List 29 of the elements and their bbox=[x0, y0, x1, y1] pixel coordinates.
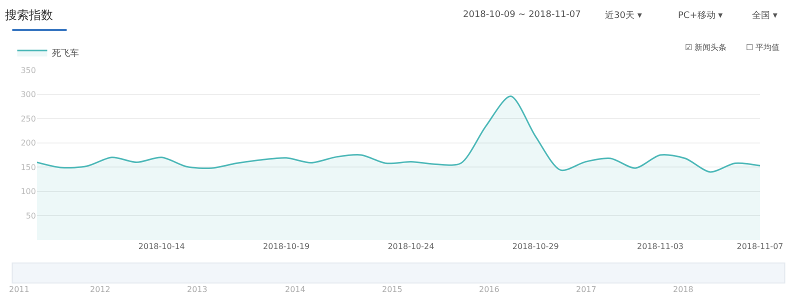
text: 2016 bbox=[479, 285, 500, 294]
text: 近30天 ▾ bbox=[605, 10, 642, 21]
text: PC+移动 ▾ bbox=[678, 10, 724, 21]
text: 2018-10-09 ~ 2018-11-07 bbox=[463, 10, 581, 20]
text: 2013 bbox=[187, 285, 208, 294]
y-tick-label: 100 bbox=[20, 187, 36, 196]
x-tick-label: 2018-10-29 bbox=[512, 242, 559, 251]
legend-label: 死飞车 bbox=[52, 48, 80, 60]
text: 2012 bbox=[90, 285, 110, 294]
y-tick-label: 350 bbox=[20, 66, 36, 75]
text: 2017 bbox=[576, 285, 596, 294]
x-tick-label: 2018-11-03 bbox=[637, 242, 684, 251]
x-tick-label: 2018-11-07 bbox=[736, 242, 784, 251]
y-tick-label: 200 bbox=[20, 138, 36, 148]
y-tick-label: 150 bbox=[20, 162, 36, 172]
chart-title: 搜索指数 bbox=[5, 8, 53, 22]
text: 全国 ▾ bbox=[752, 10, 778, 21]
x-tick-label: 2018-10-19 bbox=[263, 242, 310, 251]
text: 2014 bbox=[285, 285, 306, 294]
y-tick-label: 300 bbox=[20, 90, 36, 100]
text: 2018 bbox=[673, 285, 694, 294]
x-tick-label: 2018-10-14 bbox=[138, 242, 185, 251]
x-tick-label: 2018-10-24 bbox=[388, 242, 434, 251]
text: 2011 bbox=[9, 285, 30, 294]
y-tick-label: 250 bbox=[20, 114, 36, 124]
y-tick-label: 50 bbox=[26, 212, 36, 221]
text: ☐ 平均值 bbox=[746, 43, 780, 52]
text: ☑ 新闻头条 bbox=[685, 43, 727, 52]
text: 2015 bbox=[382, 285, 402, 294]
